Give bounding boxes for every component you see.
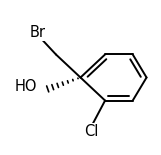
Text: HO: HO (15, 79, 38, 94)
Text: Br: Br (30, 25, 46, 40)
Text: Cl: Cl (84, 124, 98, 139)
